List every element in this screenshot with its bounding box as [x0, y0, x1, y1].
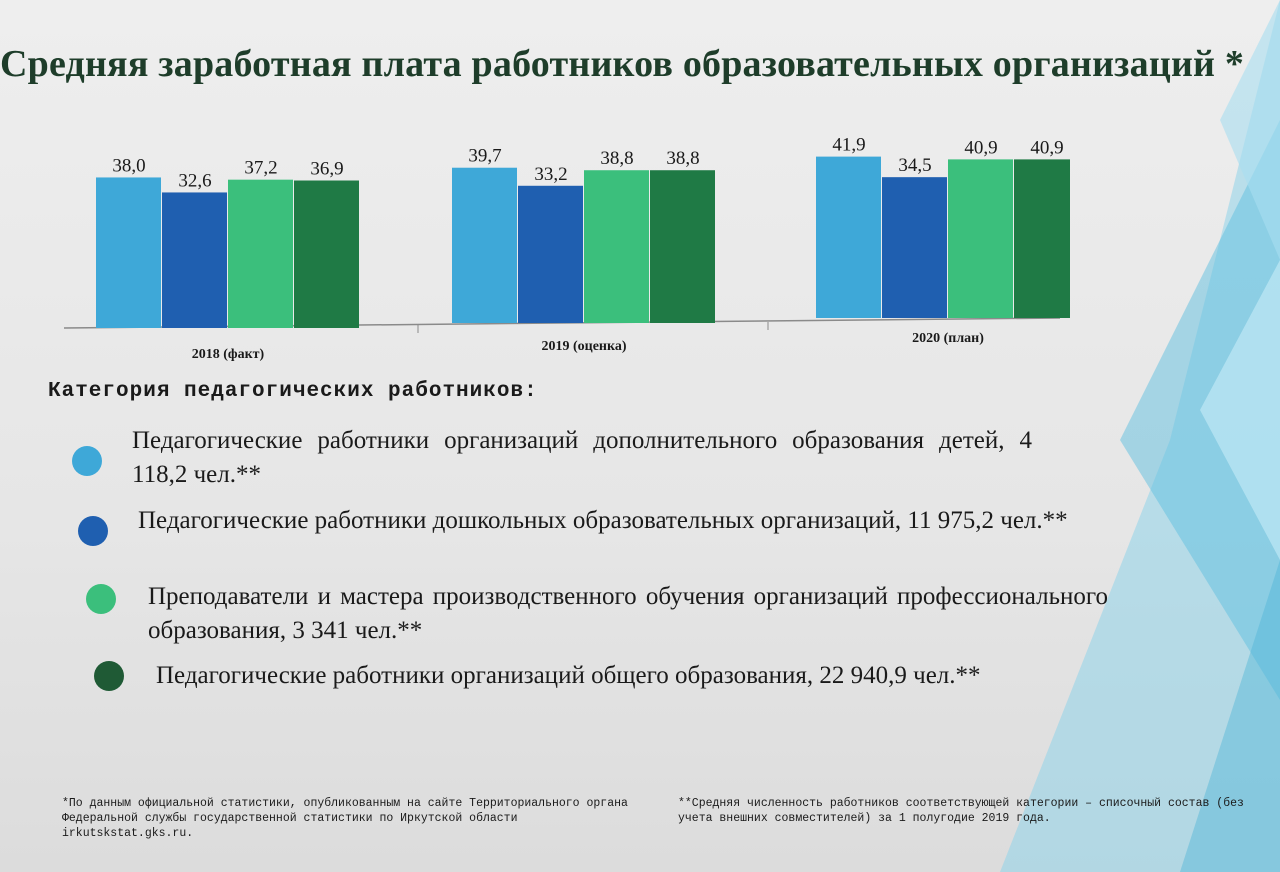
legend-dot-blue: [78, 516, 108, 546]
legend-text: Педагогические работники дошкольных обра…: [138, 507, 1068, 534]
bar: [228, 179, 293, 328]
data-label: 40,9: [964, 137, 997, 158]
bar: [584, 170, 649, 323]
decorative-triangles: [1000, 0, 1280, 872]
legend-heading: Категория педагогических работников:: [48, 380, 538, 403]
data-label: 37,2: [244, 158, 277, 179]
data-label: 33,2: [534, 164, 567, 185]
legend-dot-dark-green: [94, 661, 124, 691]
bar: [1014, 159, 1070, 318]
data-label: 32,6: [178, 170, 211, 191]
data-label: 38,0: [112, 155, 145, 176]
bar: [882, 177, 947, 318]
legend-text: Педагогические работники организаций доп…: [132, 427, 1032, 488]
data-label: 38,8: [600, 148, 633, 169]
bar-chart: 38,0 32,6 37,2 36,9 2018 (факт) 39,7 33,2 38,8 3…: [63, 135, 1070, 362]
data-label: 34,5: [898, 155, 931, 176]
bar: [294, 180, 359, 328]
legend-dot-light-green: [86, 584, 116, 614]
category-label: 2018 (факт): [192, 347, 265, 362]
legend-text: Педагогические работники организаций общ…: [156, 662, 981, 689]
bar: [452, 167, 517, 323]
footnote-headcount: **Средняя численность работников соответ…: [678, 797, 1244, 825]
bar: [948, 159, 1013, 318]
data-label: 41,9: [832, 135, 865, 156]
legend-dot-light-blue: [72, 446, 102, 476]
legend-text: Преподаватели и мастера производственног…: [148, 583, 1108, 644]
slide-title: Средняя заработная плата работников обра…: [0, 43, 1245, 85]
bar: [650, 170, 715, 323]
category-label: 2020 (план): [912, 331, 984, 346]
bar: [518, 185, 583, 323]
bar: [162, 192, 227, 328]
bar: [96, 177, 161, 328]
data-label: 40,9: [1030, 137, 1063, 158]
category-label: 2019 (оценка): [541, 339, 626, 354]
data-label: 38,8: [666, 148, 699, 169]
bar: [816, 156, 881, 318]
footnote-source: *По данным официальной статистики, опубл…: [62, 797, 628, 840]
data-label: 36,9: [310, 159, 343, 180]
data-label: 39,7: [468, 146, 501, 167]
